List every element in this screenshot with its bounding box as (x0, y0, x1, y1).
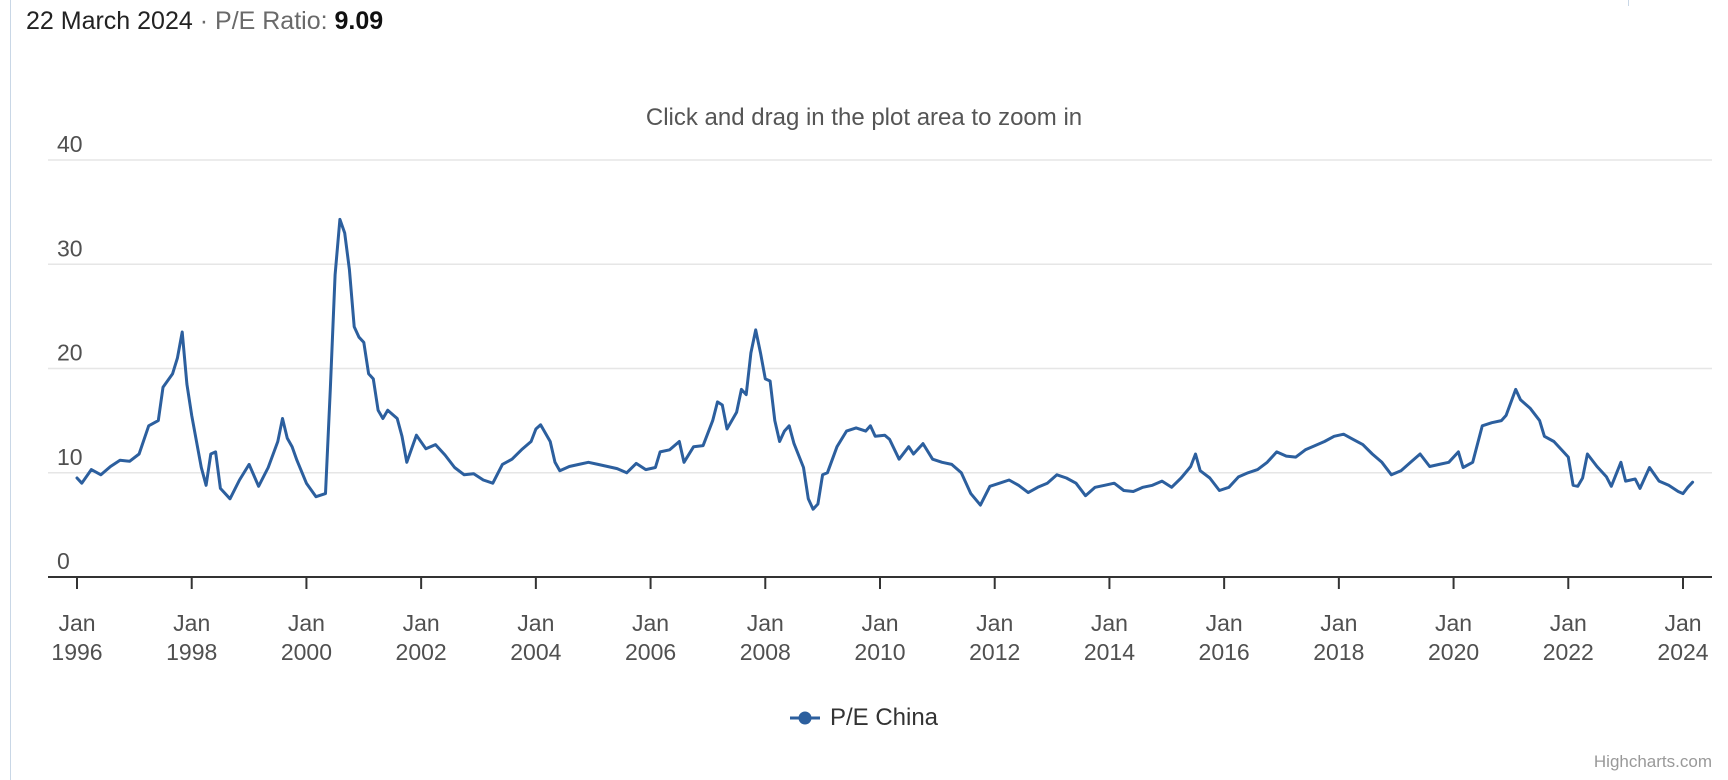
x-tick-month: Jan (403, 610, 440, 636)
x-tick-month: Jan (747, 610, 784, 636)
x-tick-year: 2022 (1543, 639, 1594, 665)
y-tick-label: 20 (57, 340, 83, 366)
x-tick-year: 2020 (1428, 639, 1479, 665)
x-tick-month: Jan (632, 610, 669, 636)
x-axis: Jan 1996 Jan 1998 Jan 2000 Jan 2002 Jan 2004 Jan 20… (48, 576, 1712, 665)
y-grid (48, 159, 1712, 474)
x-tick-year: 1996 (51, 639, 102, 665)
tooltip-readout: 22 March 2024 · P/E Ratio: 9.09 (26, 7, 383, 36)
x-tick-year: 1998 (166, 639, 217, 665)
readout-date: 22 March 2024 (26, 7, 193, 35)
x-tick-month: Jan (976, 610, 1013, 636)
x-tick-year: 2012 (969, 639, 1020, 665)
x-tick-year: 2024 (1657, 639, 1708, 665)
legend-marker-icon (789, 711, 820, 725)
x-tick-month: Jan (58, 610, 95, 636)
zoom-hint: Click and drag in the plot area to zoom … (645, 104, 1083, 131)
x-tick-year: 2010 (854, 639, 905, 665)
readout-value: 9.09 (334, 7, 384, 35)
series-p-e-china[interactable] (75, 217, 1695, 511)
readout-separator: · (199, 7, 209, 35)
y-tick-label: 10 (57, 444, 83, 470)
legend: P/E China (0, 704, 1728, 733)
legend-item-pe-china[interactable]: P/E China (789, 704, 939, 732)
readout-label: P/E Ratio: (215, 7, 328, 35)
x-tick-year: 2000 (281, 639, 332, 665)
x-tick-month: Jan (1206, 610, 1243, 636)
y-tick-label: 40 (57, 131, 83, 157)
x-tick-year: 2006 (625, 639, 676, 665)
legend-label: P/E China (829, 704, 939, 731)
x-tick-year: 2004 (510, 639, 561, 665)
y-tick-label: 0 (57, 548, 70, 574)
credits-link[interactable]: Highcharts.com (1593, 752, 1712, 771)
x-tick-year: 2016 (1199, 639, 1250, 665)
y-tick-label: 30 (57, 235, 83, 261)
x-tick-month: Jan (517, 610, 554, 636)
x-tick-month: Jan (173, 610, 210, 636)
chart-border-left (10, 0, 11, 780)
x-tick-year: 2008 (740, 639, 791, 665)
x-tick-month: Jan (1320, 610, 1357, 636)
series-line[interactable] (75, 217, 1695, 511)
x-tick-month: Jan (1091, 610, 1128, 636)
x-tick-month: Jan (288, 610, 325, 636)
x-tick-month: Jan (861, 610, 898, 636)
x-tick-month: Jan (1664, 610, 1701, 636)
x-tick-month: Jan (1435, 610, 1472, 636)
x-tick-month: Jan (1550, 610, 1587, 636)
y-axis-labels: 0 10 20 30 40 (57, 131, 83, 574)
x-tick-year: 2018 (1313, 639, 1364, 665)
x-tick-year: 2002 (396, 639, 447, 665)
x-tick-year: 2014 (1084, 639, 1135, 665)
chart-border-top-right (1628, 0, 1629, 6)
